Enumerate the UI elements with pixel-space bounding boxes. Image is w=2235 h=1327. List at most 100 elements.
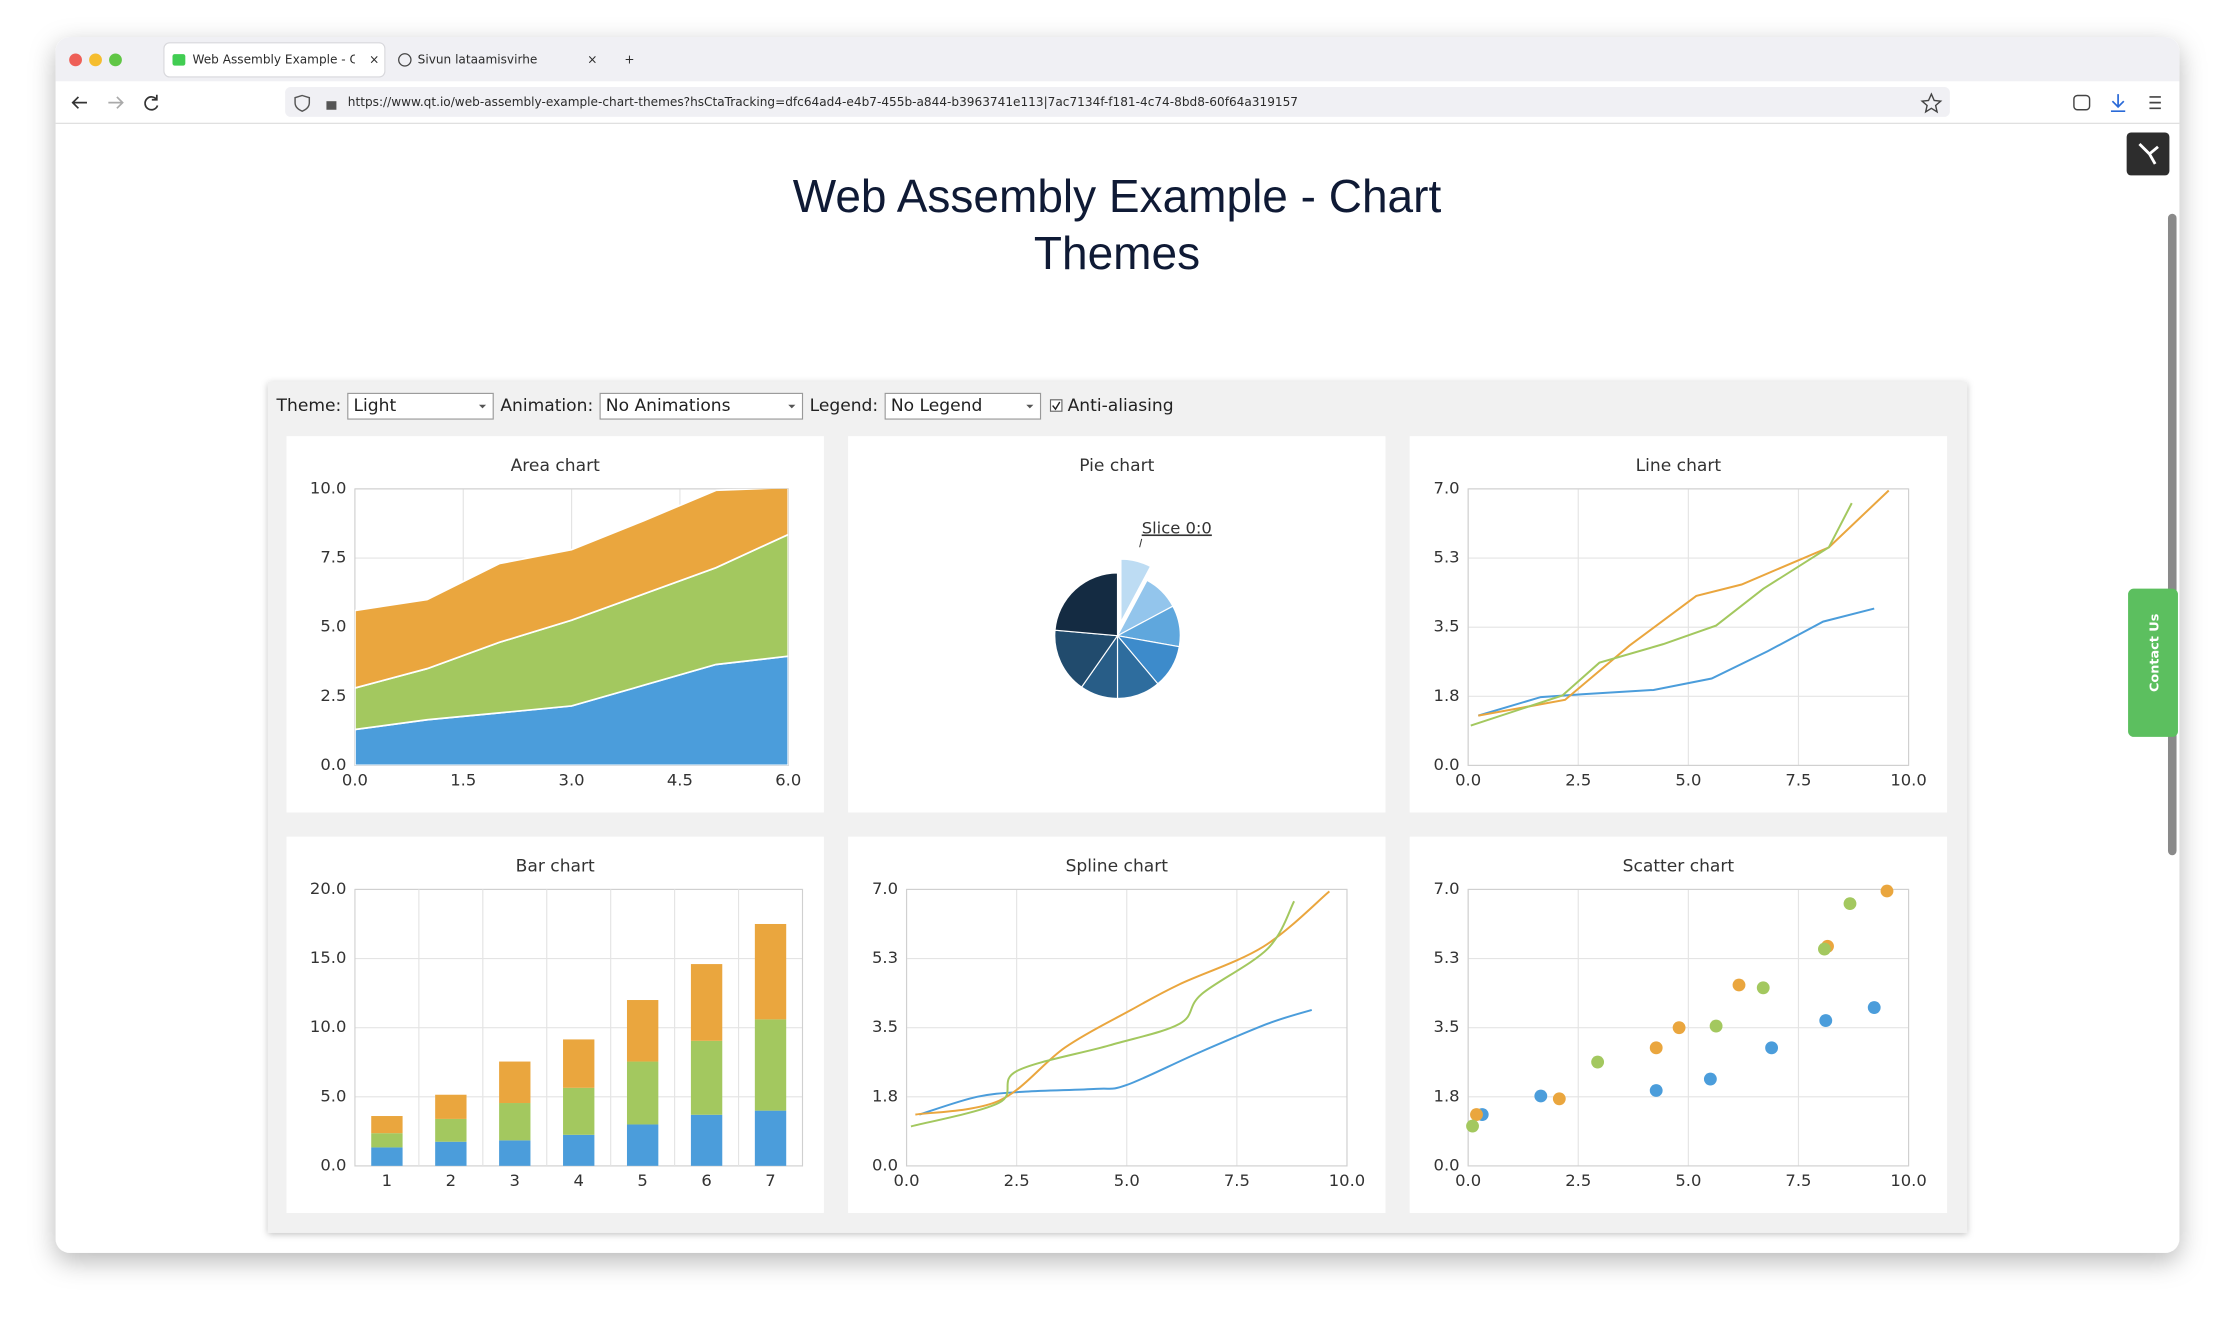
scatter-point [1672,1021,1686,1035]
reload-button[interactable] [144,94,159,111]
x-tick-label: 10.0 [1890,1171,1926,1190]
close-window[interactable] [69,53,82,67]
pocket-icon[interactable] [2073,94,2091,111]
bar [626,1061,659,1125]
y-tick-label: 20.0 [310,879,346,898]
antialiasing-checkbox[interactable]: Anti-aliasing [1049,396,1174,416]
chart-title: Bar chart [516,857,595,877]
x-tick-label: 5 [637,1171,647,1190]
leader-line [1139,538,1143,548]
checkmark [1052,401,1061,411]
menu-icon[interactable] [2149,96,2161,110]
y-tick-label: 0.0 [320,1155,346,1174]
y-tick-label: 5.0 [320,617,346,636]
x-tick-label: 4 [574,1171,584,1190]
bar [435,1118,467,1142]
y-tick-label: 7.5 [320,548,346,567]
downloads-icon[interactable] [2110,94,2126,113]
select-value: No Legend [891,396,982,416]
contact-tab[interactable]: Contact Us [2128,588,2178,737]
animation-select[interactable]: No Animations [599,392,804,420]
tab-close[interactable]: × [369,52,379,66]
checkbox [1049,399,1063,412]
scatter-point [1470,1108,1483,1121]
scrollbar[interactable] [2167,213,2177,856]
legend-label: Legend: [810,396,879,416]
x-tick-label: 7.5 [1785,771,1811,790]
plot-area [910,890,1331,1128]
x-tick-label: 10.0 [1329,1171,1365,1190]
y-tick-label: 7.0 [1434,879,1460,898]
plot-frame [1467,888,1910,1167]
x-tick-label: 6 [701,1171,711,1190]
tab-close[interactable]: × [587,52,597,66]
theme-select[interactable]: Light [347,392,494,420]
plot-area [354,488,789,766]
y-tick-label: 10.0 [310,478,346,497]
y-tick-label: 15.0 [310,948,346,967]
select-arrow [788,404,796,409]
chart: Bar chart 0.0 5.0 10.0 15.0 20.0 1 2 3 4 5 6 7 [286,836,824,1213]
x-tick-label: 2.5 [1004,1171,1030,1190]
y-tick-label: 5.3 [1434,948,1460,967]
url[interactable]: https://www.qt.io/web-assembly-example-c… [348,95,1298,109]
minimize-window[interactable] [89,53,102,67]
bar [435,1094,467,1119]
scatter-point [1649,1041,1663,1055]
bar [563,1134,595,1166]
area [354,488,789,689]
select-box [347,392,494,420]
select-value: No Animations [606,396,731,416]
legend-select[interactable]: No Legend [884,392,1042,420]
scatter-point [1843,897,1857,911]
lock-icon[interactable] [326,101,337,110]
contact-label: Contact Us [2148,613,2163,692]
scatter-point [1534,1089,1548,1103]
bar [754,1110,787,1166]
forward-button[interactable] [108,96,124,109]
maximize-window[interactable] [109,53,122,67]
y-tick-label: 5.0 [320,1086,346,1105]
pie-slice [1120,558,1152,623]
y-tick-label: 5.3 [1434,548,1460,567]
chart: Pie chart Slice 0:0 [848,436,1386,813]
back-button[interactable] [71,96,87,109]
scatter-point [1703,1072,1717,1086]
new-tab[interactable]: + [624,52,634,66]
hubspot-icon [2138,142,2159,165]
tab-title: Web Assembly Example - Chart [192,52,383,66]
x-tick-label: 5.0 [1675,1171,1701,1190]
tab-bar [55,37,2180,82]
active-tab[interactable]: Web Assembly Example - Chart × [163,42,386,78]
chart: Spline chart 0.0 1.8 3.5 5.3 7.0 0.0 2.5 5.0 7.5 1… [848,836,1386,1213]
bar [499,1103,531,1141]
select-box [599,392,804,420]
y-tick-label: 2.5 [320,686,346,705]
tab[interactable]: Sivun lataamisvirhe × [398,52,598,67]
chart-title: Line chart [1636,456,1722,476]
tab-icon [398,53,412,67]
shield-icon[interactable] [294,94,311,112]
x-tick-label: 7.5 [1224,1171,1250,1190]
x-tick-label: 1.5 [450,771,476,790]
favicon [172,54,186,66]
y-tick-label: 3.5 [872,1017,898,1036]
select-box [884,392,1042,420]
bar [690,964,723,1041]
scatter-point [1709,1019,1723,1033]
scatter-point [1591,1055,1605,1069]
chart: Area chart 0.0 2.5 5.0 7.5 10.0 0.0 1.5 3.0 4.5 6.… [286,436,824,813]
theme-label: Theme: [276,396,342,416]
pie-slice [1054,629,1119,688]
x-tick-label: 0.0 [1455,1171,1481,1190]
y-tick-label: 0.0 [320,755,346,774]
bar [754,923,787,1020]
chart-title: Area chart [511,456,601,476]
y-tick-label: 3.5 [1434,1017,1460,1036]
scatter-point [1867,1001,1881,1014]
bookmark-star[interactable] [1920,92,1943,114]
chart-title: Pie chart [1079,456,1154,476]
line [919,1008,1313,1116]
y-tick-label: 5.3 [872,948,898,967]
address-bar[interactable] [285,86,1950,117]
